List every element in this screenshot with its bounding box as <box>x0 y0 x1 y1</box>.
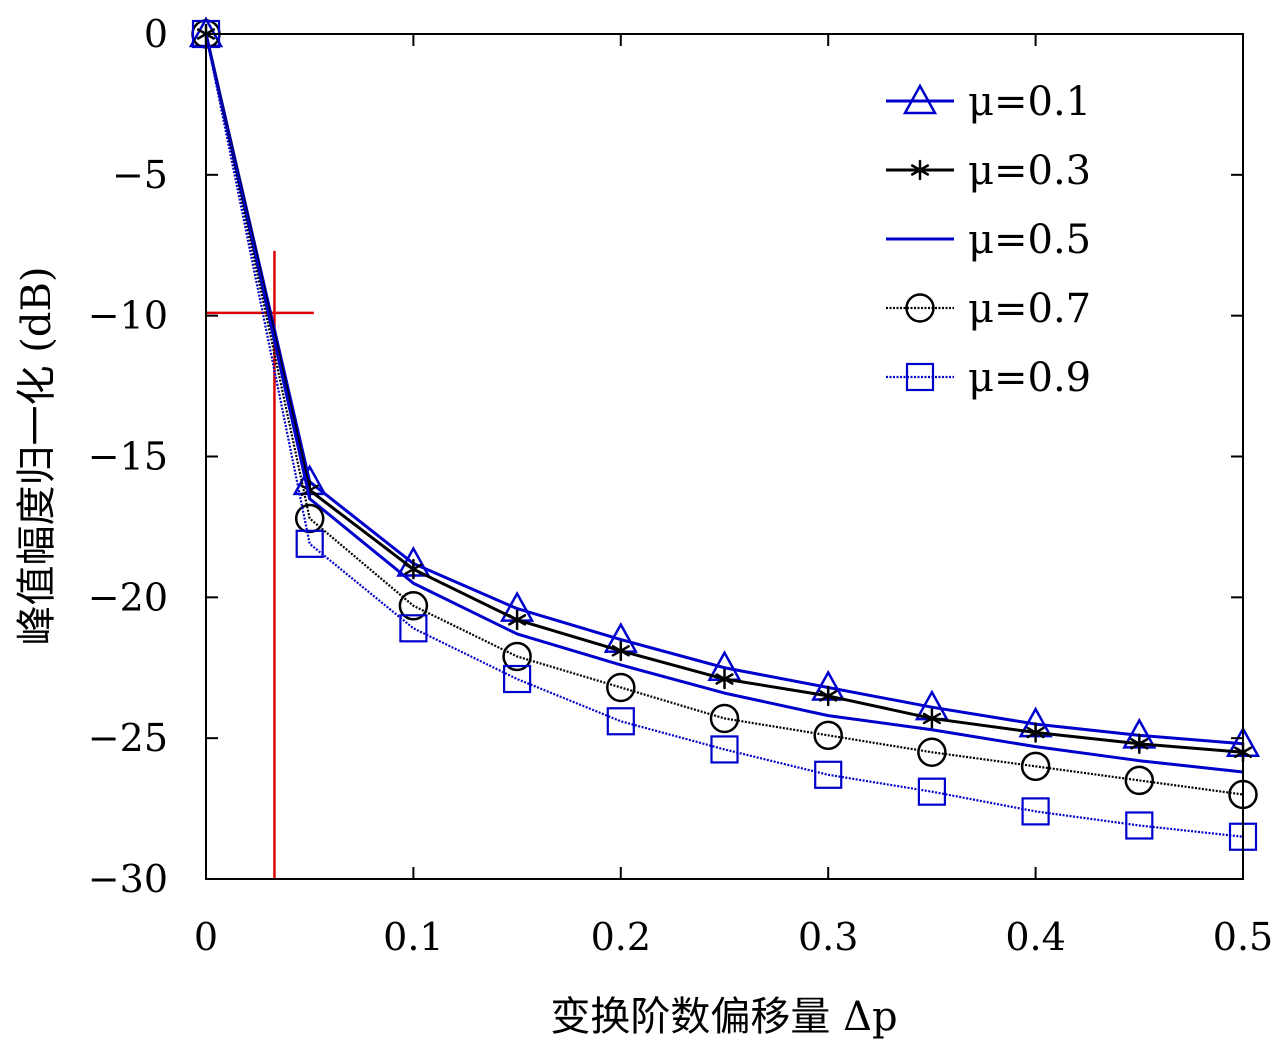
y-tick-label: 0 <box>144 12 168 56</box>
data-point-marker <box>814 760 843 789</box>
y-axis-title: 峰值幅度归一化 (dB) <box>14 267 60 646</box>
legend-marker <box>910 159 930 181</box>
data-point-marker <box>917 737 947 767</box>
data-point-marker <box>709 703 740 734</box>
data-point-marker <box>1124 765 1155 796</box>
legend-label: μ=0.3 <box>968 148 1091 194</box>
legend-item-5: μ=0.9 <box>886 355 1091 401</box>
legend-marker <box>905 362 935 392</box>
legend-label: μ=0.9 <box>968 355 1091 401</box>
data-point-marker <box>508 609 527 631</box>
data-point-marker <box>606 707 635 736</box>
annotations-layer <box>206 250 314 879</box>
legend-marker <box>905 293 935 323</box>
x-tick-label: 0.4 <box>1005 915 1065 959</box>
series-1 <box>188 16 1261 758</box>
y-tick-label: −10 <box>88 294 168 338</box>
x-tick-label: 0.3 <box>798 915 858 959</box>
x-tick-label: 0.2 <box>591 915 651 959</box>
series-2 <box>196 23 1253 763</box>
data-point-marker <box>922 708 941 729</box>
data-point-marker <box>611 640 630 662</box>
legend-marker <box>902 83 938 115</box>
y-tick-label: −20 <box>88 575 168 619</box>
x-tick-label: 0.5 <box>1213 915 1273 959</box>
y-tick-label: −5 <box>112 153 168 197</box>
legend-item-1: μ=0.1 <box>886 79 1091 125</box>
y-tick-label: −25 <box>88 716 168 760</box>
data-point-marker <box>715 668 734 690</box>
data-point-marker <box>502 641 532 672</box>
data-point-marker <box>503 664 532 694</box>
data-point-marker <box>294 503 325 534</box>
series-4 <box>191 19 1258 810</box>
series-line <box>204 33 1244 838</box>
legend-label: μ=0.1 <box>968 79 1091 125</box>
series-line <box>204 33 1244 746</box>
data-point-marker <box>404 558 423 580</box>
data-point-marker <box>917 777 947 806</box>
data-point-marker <box>819 685 838 707</box>
series-layer <box>188 16 1261 851</box>
y-tick-label: −15 <box>88 435 168 479</box>
series-line <box>204 33 1244 796</box>
ticks-layer: 0 0.1 0.2 0.3 0.4 0.5 0 −5 −10 −15 −20 −25 −30 <box>88 12 1273 959</box>
legend-label: μ=0.7 <box>968 286 1091 332</box>
series-line <box>204 33 1244 774</box>
x-tick-label: 0 <box>194 915 218 959</box>
x-tick-label: 0.1 <box>383 915 443 959</box>
data-point-marker <box>1021 797 1050 826</box>
x-axis-title: 变换阶数偏移量 Δp <box>550 994 897 1040</box>
series-5 <box>191 19 1258 851</box>
series-3 <box>204 33 1244 774</box>
legend-label: μ=0.5 <box>968 217 1091 263</box>
data-point-marker <box>1020 751 1051 782</box>
data-point-marker <box>1130 733 1149 755</box>
legend-item-4: μ=0.7 <box>886 286 1091 332</box>
data-point-marker <box>1125 811 1154 840</box>
data-point-marker <box>295 529 324 558</box>
data-point-marker <box>710 735 739 764</box>
data-point-marker <box>813 720 843 751</box>
data-point-marker <box>1026 722 1045 743</box>
legend-item-3: μ=0.5 <box>886 217 1091 263</box>
data-point-marker <box>398 591 429 621</box>
legend-item-2: μ=0.3 <box>886 148 1091 194</box>
y-tick-label: −30 <box>88 857 168 901</box>
data-point-marker <box>399 614 428 643</box>
legend: μ=0.1 μ=0.3 μ=0.5 μ=0.7 μ=0.9 <box>886 79 1091 401</box>
data-point-marker <box>606 672 636 703</box>
